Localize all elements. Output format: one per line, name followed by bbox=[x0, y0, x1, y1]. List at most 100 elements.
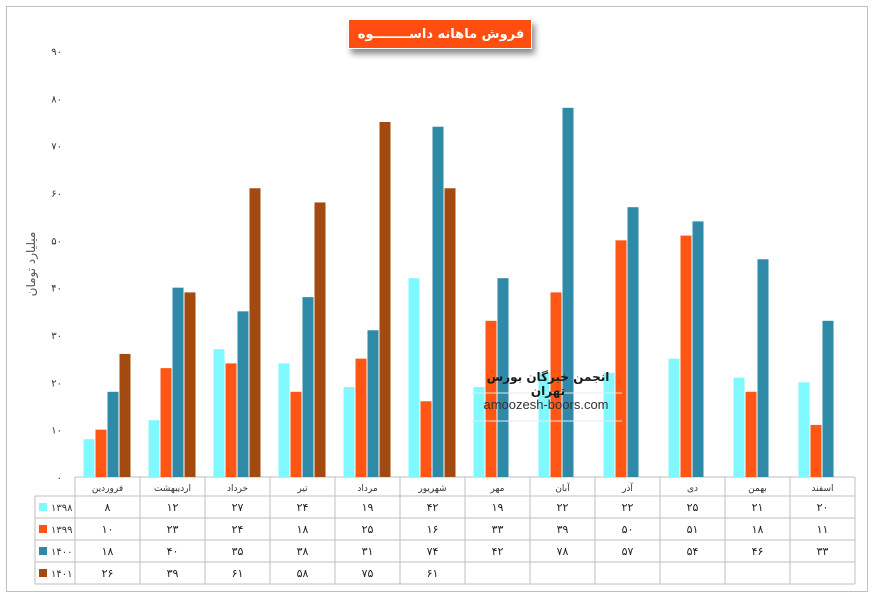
data-label: ۲۰ bbox=[817, 501, 829, 514]
x-tick-label: آبان bbox=[555, 482, 570, 494]
data-label: ۳۳ bbox=[492, 523, 504, 536]
data-label: ۶۱ bbox=[232, 567, 244, 580]
data-label: ۱۸ bbox=[297, 523, 309, 536]
legend-swatch bbox=[39, 569, 47, 577]
bar bbox=[83, 439, 95, 477]
bar bbox=[497, 278, 509, 477]
data-label: ۲۳ bbox=[167, 523, 179, 536]
y-tick-label: ۴۰ bbox=[51, 284, 62, 295]
bar bbox=[343, 387, 355, 477]
bar bbox=[249, 188, 261, 477]
data-label: ۳۸ bbox=[297, 545, 309, 558]
y-tick-label: ۵۰ bbox=[51, 236, 62, 247]
data-label: ۱۶ bbox=[427, 523, 439, 536]
x-tick-label: بهمن bbox=[748, 484, 767, 494]
x-tick-label: فروردین bbox=[92, 484, 123, 494]
data-label: ۷۵ bbox=[362, 567, 374, 580]
data-label: ۴۲ bbox=[492, 545, 504, 558]
bar bbox=[757, 259, 769, 477]
legend-label: ۱۴۰۰ bbox=[51, 547, 72, 558]
data-label: ۱۹ bbox=[362, 501, 374, 514]
data-label: ۴۰ bbox=[167, 545, 179, 558]
bar bbox=[314, 202, 326, 477]
watermark-url: amoozesh-boors.com bbox=[483, 397, 609, 412]
bar bbox=[119, 353, 131, 477]
bar bbox=[184, 292, 196, 477]
bar bbox=[148, 420, 160, 477]
bar bbox=[550, 292, 562, 477]
data-label: ۳۱ bbox=[362, 545, 374, 558]
bar bbox=[213, 349, 225, 477]
bar bbox=[408, 278, 420, 477]
bar bbox=[692, 221, 704, 477]
bar bbox=[822, 320, 834, 477]
bar bbox=[278, 363, 290, 477]
data-label: ۵۰ bbox=[622, 523, 634, 536]
data-label: ۲۲ bbox=[622, 501, 634, 514]
legend-swatch bbox=[39, 525, 47, 533]
x-tick-label: مرداد bbox=[357, 484, 377, 494]
y-tick-label: ۱۰ bbox=[51, 426, 62, 437]
bar bbox=[538, 372, 550, 477]
data-label: ۴۲ bbox=[427, 501, 439, 514]
y-tick-label: ۲۰ bbox=[51, 378, 62, 389]
legend-swatch bbox=[39, 503, 47, 511]
bar bbox=[367, 330, 379, 477]
bar bbox=[107, 391, 119, 477]
bar bbox=[733, 377, 745, 477]
bar bbox=[302, 297, 314, 477]
data-label: ۸ bbox=[105, 501, 111, 514]
x-tick-label: دی bbox=[687, 484, 698, 494]
data-label: ۲۴ bbox=[232, 523, 244, 536]
data-label: ۴۶ bbox=[752, 545, 764, 558]
bar bbox=[627, 207, 639, 477]
bar bbox=[485, 320, 497, 477]
data-label: ۵۷ bbox=[622, 545, 634, 558]
data-label: ۱۸ bbox=[752, 523, 764, 536]
bar bbox=[473, 387, 485, 477]
bar bbox=[225, 363, 237, 477]
data-label: ۱۰ bbox=[102, 523, 114, 536]
bar bbox=[95, 429, 107, 477]
data-label: ۳۹ bbox=[557, 523, 569, 536]
bar bbox=[290, 391, 302, 477]
bar bbox=[680, 235, 692, 477]
bar bbox=[420, 401, 432, 477]
data-label: ۱۹ bbox=[492, 501, 504, 514]
data-label: ۵۱ bbox=[687, 523, 699, 536]
data-label: ۳۳ bbox=[817, 545, 829, 558]
data-label: ۵۴ bbox=[687, 545, 699, 558]
x-tick-label: آذر bbox=[621, 482, 633, 494]
data-label: ۲۷ bbox=[232, 501, 244, 514]
x-tick-label: شهریور bbox=[417, 484, 446, 494]
bar bbox=[379, 122, 391, 477]
data-label: ۱۲ bbox=[167, 501, 179, 514]
y-tick-label: ۷۰ bbox=[51, 142, 62, 153]
y-tick-label: ۸۰ bbox=[51, 94, 62, 105]
y-tick-label: ۹۰ bbox=[51, 47, 62, 58]
chart-title-box: فروش ماهانه داســــــــوه bbox=[348, 19, 532, 49]
data-label: ۳۹ bbox=[167, 567, 179, 580]
data-label: ۷۸ bbox=[557, 545, 569, 558]
data-label: ۲۵ bbox=[362, 523, 374, 536]
bar bbox=[810, 424, 822, 477]
legend-label: ۱۴۰۱ bbox=[51, 569, 72, 580]
y-tick-label: ۳۰ bbox=[51, 331, 62, 342]
bar bbox=[615, 240, 627, 477]
bar bbox=[237, 311, 249, 477]
data-label: ۵۸ bbox=[297, 567, 309, 580]
data-label: ۳۵ bbox=[232, 545, 244, 558]
bar bbox=[172, 287, 184, 477]
x-tick-label: خرداد bbox=[227, 484, 248, 494]
data-label: ۱۸ bbox=[102, 545, 114, 558]
bar bbox=[798, 382, 810, 477]
x-tick-label: اسفند bbox=[811, 484, 833, 494]
bar bbox=[603, 372, 615, 477]
bar bbox=[745, 391, 757, 477]
legend-label: ۱۳۹۸ bbox=[51, 503, 73, 514]
chart-title: فروش ماهانه داســــــــوه bbox=[357, 27, 525, 42]
data-label: ۱۱ bbox=[817, 523, 829, 536]
data-label: ۲۵ bbox=[687, 501, 699, 514]
data-label: ۲۴ bbox=[297, 501, 309, 514]
